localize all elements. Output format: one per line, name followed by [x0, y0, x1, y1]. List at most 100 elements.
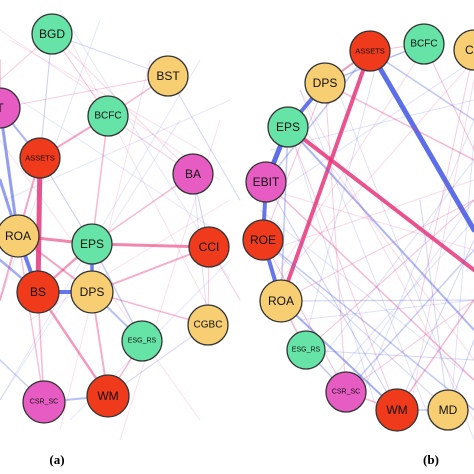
panel-b-edge — [324, 82, 347, 393]
node-bgd: BGD — [31, 13, 73, 55]
node-circle — [187, 304, 229, 346]
panel-a-faint-edge — [59, 19, 221, 331]
panel-b-edge — [369, 50, 474, 121]
panel-b-nodes: ASSETS BCFC CG DPS EPS EBIT ROE ROA ESG_RS CSR_SC… — [242, 23, 474, 432]
node-roe: ROE — [242, 219, 284, 261]
panel-b-faint-edge — [329, 219, 474, 381]
node-label: ESG_RS — [292, 347, 321, 354]
node-circle — [147, 55, 189, 97]
node-bcfc: BCFC — [87, 95, 129, 137]
panel-b-edge — [262, 82, 326, 241]
panel-b-edge — [279, 49, 372, 303]
panel-b-edge — [265, 50, 371, 183]
panel-b-faint-edge — [329, 69, 474, 441]
node-dps: DPS — [304, 62, 346, 104]
panel-b-edge — [280, 300, 398, 411]
panel-a-label: (a) — [49, 452, 64, 467]
node-label: EBIT — [253, 175, 280, 189]
node-cgbc: CGBC — [187, 304, 229, 346]
node-label: ROE — [250, 233, 276, 247]
panel-b-faint-edge — [259, 209, 474, 381]
panel-b-edge — [396, 239, 474, 411]
node-circle — [70, 270, 114, 314]
node-circle — [0, 214, 40, 258]
panel-b-faint-edge — [319, 159, 474, 361]
node-wm: WM — [86, 374, 130, 418]
panel-b-edge — [419, 199, 449, 411]
node-label: BGD — [39, 27, 65, 41]
panel-b-faint-edge — [279, 59, 474, 281]
panel-b-edge — [265, 181, 474, 381]
node-label: ASSETS — [25, 154, 55, 163]
node-esg-rs: ESG_RS — [286, 330, 326, 370]
node-circle — [259, 279, 303, 323]
node-label: BST — [156, 69, 180, 83]
panel-b-edge — [324, 82, 474, 161]
panel-a-edge — [39, 33, 53, 159]
node-label: CSR_SC — [332, 389, 360, 396]
panel-b-edge — [280, 126, 289, 302]
node-csr-sc: CSR_SC — [325, 371, 367, 413]
panel-a-faint-edge — [9, 39, 201, 151]
panel-a-faint-edge — [29, 199, 231, 321]
panel-b-edge — [280, 199, 474, 302]
node-ebit: EBIT — [245, 161, 287, 203]
node-cg: CG — [453, 29, 474, 71]
panel-a-network: BGD BST T BCFC ASSETS BA ROA EPS CCI BS DPS CGBC ESG… — [0, 9, 241, 441]
node-circle — [0, 87, 21, 129]
panel-b-edge — [286, 125, 474, 272]
node-circle — [19, 137, 61, 179]
node-circle — [267, 106, 309, 148]
panel-b-edge — [345, 299, 474, 393]
node-label: BCFC — [410, 39, 437, 50]
node-circle — [71, 223, 113, 265]
panel-b-edge — [280, 299, 474, 302]
panel-b-edge — [287, 126, 398, 411]
node-label: BCFC — [94, 111, 121, 122]
node-label: EPS — [80, 237, 104, 251]
panel-b-faint-edge — [339, 199, 474, 391]
node-circle — [427, 389, 469, 431]
node-circle — [87, 95, 129, 137]
node-bs: BS — [16, 270, 60, 314]
node-ba: BA — [172, 153, 214, 195]
node-circle — [16, 270, 60, 314]
node-label: ROA — [268, 294, 294, 308]
panel-b-faint-edge — [359, 119, 474, 401]
node-circle — [242, 219, 284, 261]
panel-b-edge — [305, 349, 474, 361]
panel-b-edge — [419, 49, 474, 301]
node-label: WM — [386, 403, 407, 417]
node-circle — [349, 30, 391, 72]
node-label: BA — [185, 167, 201, 181]
panel-b-faint-edge — [269, 189, 474, 251]
node-md: MD — [427, 389, 469, 431]
node-label: EPS — [276, 120, 300, 134]
node-assets: ASSETS — [19, 137, 61, 179]
panel-a-edge — [167, 75, 241, 201]
node-circle — [403, 23, 445, 65]
panel-b-edge — [305, 199, 474, 351]
panel-a-faint-edge — [19, 99, 231, 241]
panel-b-faint-edge — [299, 299, 474, 321]
node-circle — [304, 62, 346, 104]
node-circle — [31, 13, 73, 55]
node-label: CG — [465, 43, 474, 57]
node-label: MD — [439, 403, 458, 417]
node-label: WM — [97, 389, 118, 403]
node-label: CSR_SC — [30, 399, 58, 406]
node-label: DPS — [313, 76, 338, 90]
node-csr-sc: CSR_SC — [22, 380, 66, 424]
panel-b-label: (b) — [423, 452, 439, 467]
panel-b-faint-edge — [299, 89, 474, 421]
node-dps: DPS — [70, 270, 114, 314]
node-label: BS — [30, 285, 46, 299]
node-bst: BST — [147, 55, 189, 97]
panel-a-nodes: BGD BST T BCFC ASSETS BA ROA EPS CCI BS DPS CGBC ESG… — [0, 13, 230, 424]
node-circle — [86, 374, 130, 418]
panel-b-edges — [259, 39, 474, 441]
panel-b-edge — [287, 126, 474, 331]
node-circle — [286, 330, 326, 370]
node-circle — [453, 29, 474, 71]
